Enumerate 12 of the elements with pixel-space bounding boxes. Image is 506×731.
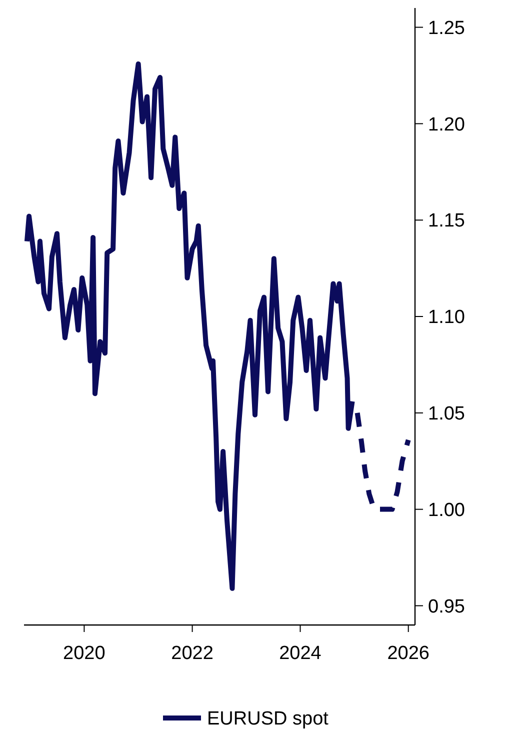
y-tick-label: 1.05	[428, 404, 465, 425]
x-tick-label: 2022	[171, 643, 214, 664]
y-tick-label: 1.00	[428, 500, 465, 521]
y-tick-label: 1.10	[428, 307, 465, 328]
y-tick-label: 1.15	[428, 210, 465, 232]
x-tick-label: 2026	[387, 643, 430, 664]
y-tick-label: 0.95	[428, 596, 465, 618]
x-tick-label: 2024	[279, 643, 322, 664]
x-tick-label: 2020	[63, 643, 106, 664]
y-tick-label: 1.20	[428, 114, 465, 136]
y-tick-label: 1.25	[428, 18, 465, 39]
legend-label: EURUSD spot	[207, 708, 330, 730]
